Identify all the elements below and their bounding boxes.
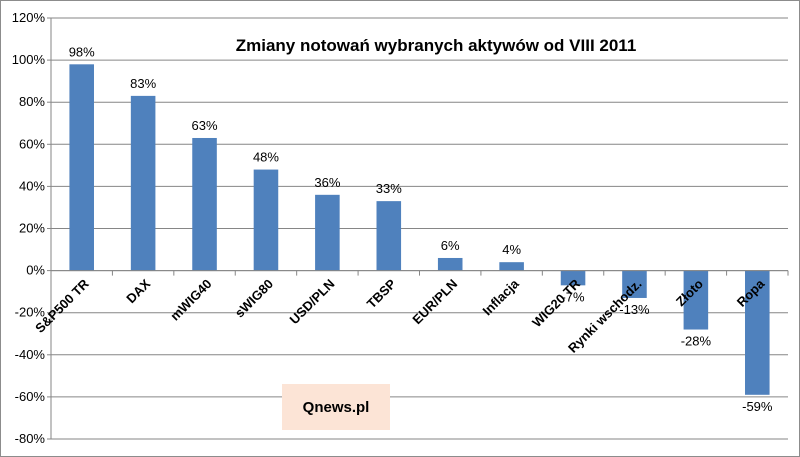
data-label: 63% [192,118,218,133]
data-label: 98% [69,44,95,59]
category-label: sWIG80 [232,276,276,320]
bar [376,201,402,271]
data-label: -13% [619,302,650,317]
bars [69,64,770,395]
category-labels: S&P500 TR DAX mWIG40 sWIG80 USD/PLN TBSP EUR/P… [32,276,768,356]
data-label: 4% [502,242,521,257]
y-tick-label: -40% [15,347,46,362]
category-label: DAX [123,276,153,306]
y-tick-label: 80% [19,94,45,109]
data-labels: 98% 83% 63% 48% 36% 33% 6% 4% -7% -13% -28% -59% [69,44,773,413]
y-tick-label: -20% [15,305,46,320]
data-label: 83% [130,76,156,91]
y-tick-label: 120% [12,10,46,25]
bar [253,169,279,271]
grid-layer [51,17,788,440]
bar [437,257,463,271]
data-label: 36% [314,175,340,190]
data-label: 48% [253,150,279,165]
bar [560,270,586,286]
data-label: 33% [376,181,402,196]
y-tick-label: 60% [19,136,45,151]
category-label: mWIG40 [167,276,214,323]
bar [745,270,770,395]
y-tick-label: 0% [26,263,45,278]
y-tick-label: -80% [15,431,46,446]
bar [130,95,156,271]
category-label: TBSP [364,276,399,311]
category-label: EUR/PLN [409,276,460,327]
data-label: -7% [561,289,585,304]
y-tick-label: -60% [15,389,46,404]
category-label: Inflacja [479,276,522,319]
bar [315,194,340,271]
bar [192,137,217,271]
axes [50,18,789,439]
bar [683,270,709,330]
chart-title: Zmiany notowań wybranych aktywów od VIII… [236,36,637,55]
bar [499,262,524,271]
y-tick-label: 20% [19,221,45,236]
y-tick-label: 40% [19,178,45,193]
category-label: USD/PLN [287,276,338,327]
bar [622,270,647,298]
bar [69,64,94,271]
y-tick-label: 100% [12,52,46,67]
data-label: 6% [441,238,460,253]
watermark-logo: Qnews.pl [282,384,390,430]
data-label: -28% [681,334,712,349]
y-axis-ticks: 120% 100% 80% 60% 40% 20% 0% -20% -40% -60% -80% [12,10,51,446]
data-label: -59% [742,399,773,414]
